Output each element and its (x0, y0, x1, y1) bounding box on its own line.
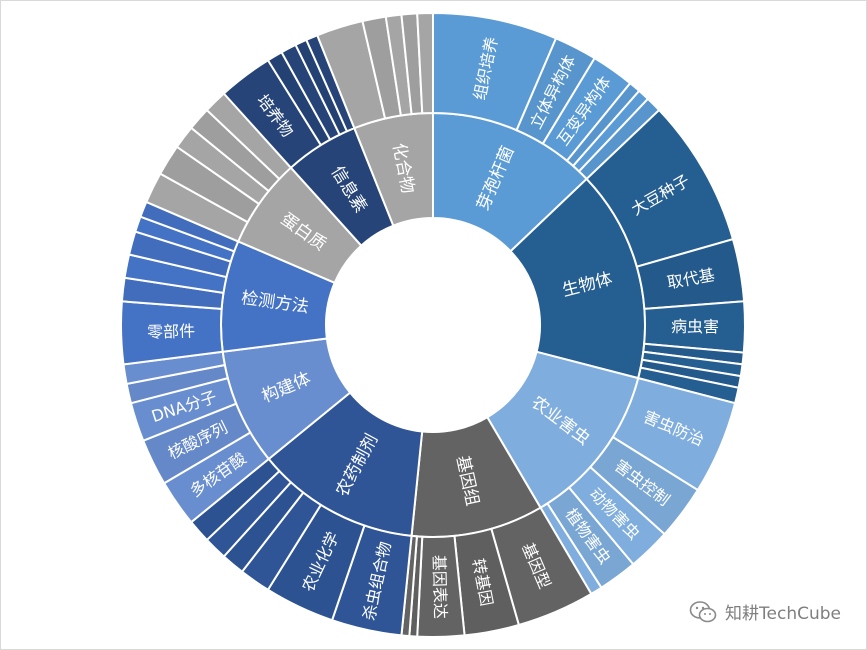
watermark-text: 知耕TechCube (725, 604, 841, 624)
watermark: 知耕TechCube (689, 599, 841, 624)
outer-segment-segment-54 (416, 11, 434, 115)
outer-label-基因表达: 基因表达 (429, 555, 450, 619)
outer-label-病虫害: 病虫害 (671, 317, 719, 336)
wechat-icon (689, 600, 717, 622)
outer-ring (120, 11, 746, 638)
center-hole (327, 219, 539, 431)
outer-label-零部件: 零部件 (147, 322, 195, 342)
inner-ring (220, 111, 646, 538)
